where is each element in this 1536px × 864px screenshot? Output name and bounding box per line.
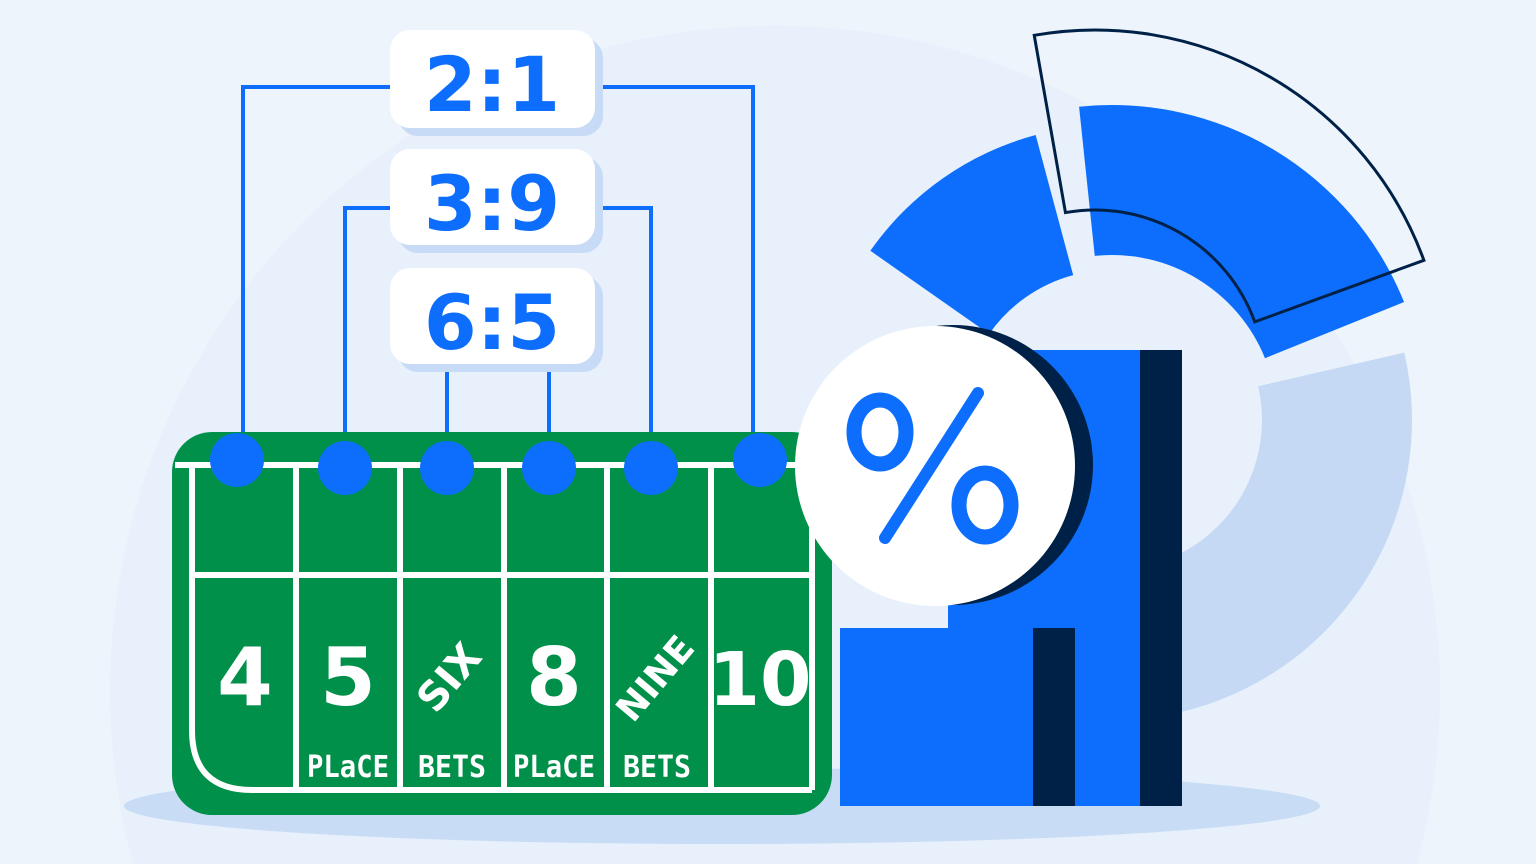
craps-table: 4 5 SIX 8 NINE 10 PLaCE BETS PLaCE BETS (172, 432, 832, 815)
table-number-8: 8 (526, 631, 582, 724)
table-number-5: 5 (320, 631, 376, 724)
bar-stripe (1140, 350, 1182, 806)
pie-segment (870, 135, 1074, 334)
table-label-bets: BETS (418, 750, 486, 785)
table-label-place: PLaCE (307, 750, 389, 785)
table-label-bets: BETS (623, 750, 691, 785)
table-number-4: 4 (217, 631, 273, 724)
connector-lines (241, 85, 755, 465)
ratio-2-1: 2:1 (424, 40, 560, 129)
table-number-10: 10 (709, 637, 812, 723)
ratio-box: 2:1 (390, 30, 603, 136)
ratio-6-5: 6:5 (424, 278, 560, 367)
percent-badge-icon (795, 325, 1093, 606)
ratio-box: 3:9 (390, 149, 603, 253)
ratio-3-9: 3:9 (424, 159, 560, 248)
connector-dots (210, 433, 787, 495)
table-label-place: PLaCE (513, 750, 595, 785)
bar-stripe (1033, 628, 1075, 806)
pie-segment-outline (1032, 28, 1426, 324)
pie-segment (1079, 104, 1405, 359)
ratio-box: 6:5 (390, 268, 603, 372)
